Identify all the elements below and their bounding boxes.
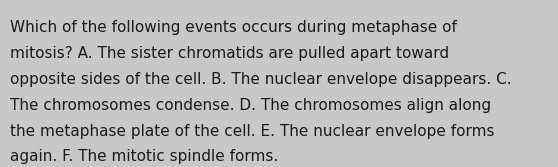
Text: again. F. The mitotic spindle forms.: again. F. The mitotic spindle forms.: [10, 149, 278, 164]
Text: mitosis? A. The sister chromatids are pulled apart toward: mitosis? A. The sister chromatids are pu…: [10, 46, 449, 61]
Text: The chromosomes condense. D. The chromosomes align along: The chromosomes condense. D. The chromos…: [10, 98, 491, 113]
Text: Which of the following events occurs during metaphase of: Which of the following events occurs dur…: [10, 20, 457, 35]
Text: opposite sides of the cell. B. The nuclear envelope disappears. C.: opposite sides of the cell. B. The nucle…: [10, 72, 512, 87]
Text: the metaphase plate of the cell. E. The nuclear envelope forms: the metaphase plate of the cell. E. The …: [10, 124, 494, 139]
